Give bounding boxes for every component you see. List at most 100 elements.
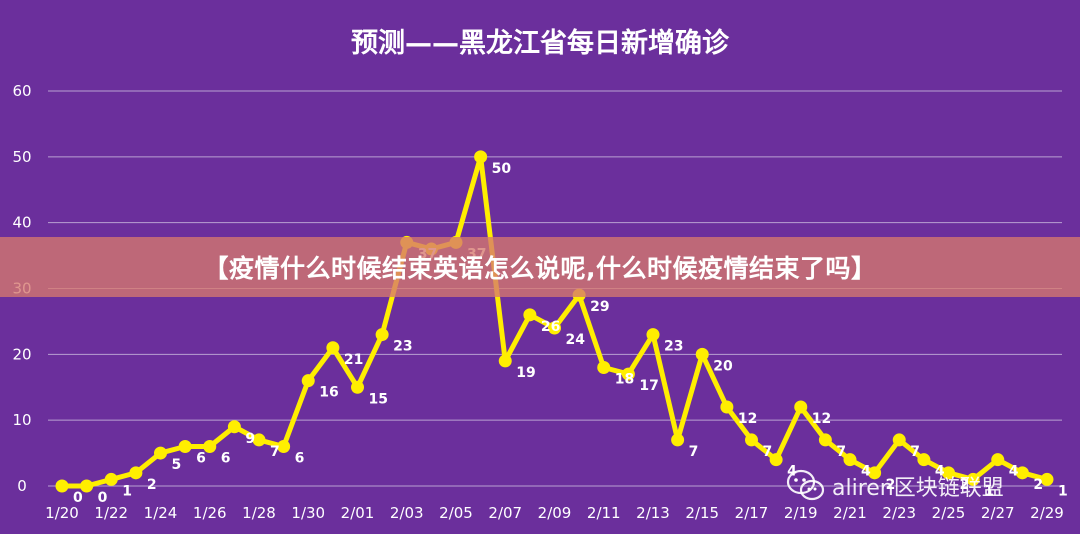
data-label: 5: [172, 457, 182, 473]
data-label: 23: [664, 339, 683, 355]
watermark: aliren区块链联盟: [786, 466, 1004, 506]
data-label: 4: [1009, 464, 1019, 480]
data-point: [720, 400, 734, 414]
data-label: 21: [344, 352, 363, 368]
data-point: [917, 453, 931, 467]
x-tick-label: 2/03: [390, 504, 424, 522]
data-label: 1: [122, 483, 132, 499]
data-label: 15: [369, 391, 388, 407]
data-label: 24: [566, 332, 586, 348]
data-point: [474, 150, 488, 164]
wechat-icon: [786, 468, 826, 504]
data-point: [375, 328, 389, 342]
data-label: 7: [836, 444, 846, 460]
data-point: [991, 453, 1005, 467]
data-label: 6: [295, 451, 305, 467]
y-tick-label: 10: [12, 411, 31, 429]
data-point: [548, 321, 561, 335]
data-point: [646, 328, 660, 342]
data-label: 16: [319, 385, 338, 401]
data-label: 12: [812, 411, 831, 427]
x-tick-label: 2/23: [882, 504, 916, 522]
data-label: 50: [492, 161, 512, 177]
data-point: [695, 347, 709, 361]
data-point: [351, 380, 364, 394]
headline-banner: 【疫情什么时候结束英语怎么说呢,什么时候疫情结束了吗】: [0, 237, 1080, 297]
data-point: [892, 433, 906, 447]
y-tick-label: 0: [17, 477, 27, 495]
data-label: 6: [221, 451, 231, 467]
x-tick-label: 2/13: [636, 504, 670, 522]
data-label: 4: [787, 464, 797, 480]
headline-text: 【疫情什么时候结束英语怎么说呢,什么时候疫情结束了吗】: [203, 254, 877, 283]
data-point: [942, 466, 955, 480]
y-tick-label: 50: [12, 148, 31, 166]
x-tick-label: 2/29: [1030, 504, 1064, 522]
data-point: [1015, 466, 1029, 480]
data-point: [301, 374, 315, 388]
data-point: [203, 440, 217, 453]
data-label: 17: [639, 378, 658, 394]
x-tick-label: 2/09: [538, 504, 572, 522]
data-point: [252, 433, 266, 447]
data-point: [621, 367, 635, 381]
x-tick-label: 2/11: [587, 504, 621, 522]
y-tick-label: 40: [12, 214, 31, 232]
x-tick-label: 2/27: [981, 504, 1015, 522]
data-point: [794, 400, 808, 414]
x-tick-label: 2/19: [784, 504, 818, 522]
data-label: 4: [935, 464, 945, 480]
data-label: 29: [590, 299, 609, 315]
x-tick-label: 2/01: [341, 504, 375, 522]
x-tick-label: 2/21: [833, 504, 867, 522]
x-tick-label: 2/25: [932, 504, 966, 522]
data-label: 1: [1058, 483, 1068, 499]
data-label: 9: [245, 431, 255, 447]
x-tick-label: 1/22: [94, 504, 128, 522]
x-tick-label: 2/17: [735, 504, 769, 522]
data-point: [966, 472, 980, 486]
data-label: 7: [763, 444, 773, 460]
data-point: [671, 433, 685, 447]
data-label: 12: [738, 411, 757, 427]
data-label: 7: [689, 444, 699, 460]
data-point: [769, 453, 783, 467]
data-point: [498, 354, 512, 368]
data-label: 26: [541, 319, 560, 335]
x-tick-label: 1/28: [242, 504, 276, 522]
data-label: 2: [1033, 477, 1043, 493]
data-label: 6: [196, 451, 206, 467]
data-label: 0: [73, 490, 83, 506]
data-point: [868, 466, 882, 480]
watermark-text: aliren区块链联盟: [832, 476, 1004, 501]
data-point: [326, 341, 340, 355]
data-point: [154, 446, 167, 460]
data-label: 0: [98, 490, 108, 506]
x-axis: 1/20 1/22 1/24 1/26 1/28 1/30 2/01 2/03 2/05 2/07…: [45, 504, 1064, 522]
x-tick-label: 1/26: [193, 504, 227, 522]
data-label: 2: [886, 477, 896, 493]
data-label: 23: [393, 339, 412, 355]
data-point: [129, 466, 143, 480]
x-tick-label: 2/15: [685, 504, 719, 522]
x-tick-label: 1/30: [291, 504, 325, 522]
data-point: [178, 440, 192, 453]
data-point: [80, 479, 94, 493]
data-point: [55, 479, 69, 493]
data-point: [523, 308, 537, 322]
data-label: 7: [270, 444, 280, 460]
data-label: 7: [910, 444, 920, 460]
data-point: [1040, 472, 1054, 486]
data-point: [843, 453, 857, 467]
data-point: [104, 472, 118, 486]
data-point: [277, 440, 291, 453]
x-tick-label: 2/07: [488, 504, 522, 522]
data-label: 18: [615, 372, 634, 388]
x-tick-label: 2/05: [439, 504, 473, 522]
data-label: 2: [960, 477, 970, 493]
data-label: 19: [516, 365, 535, 381]
y-tick-label: 20: [12, 345, 31, 363]
data-labels: 0012566976162115233737501926242918172372…: [73, 161, 1068, 506]
y-tick-label: 60: [12, 82, 31, 100]
chart-title: 预测——黑龙江省每日新增确诊: [351, 27, 730, 59]
